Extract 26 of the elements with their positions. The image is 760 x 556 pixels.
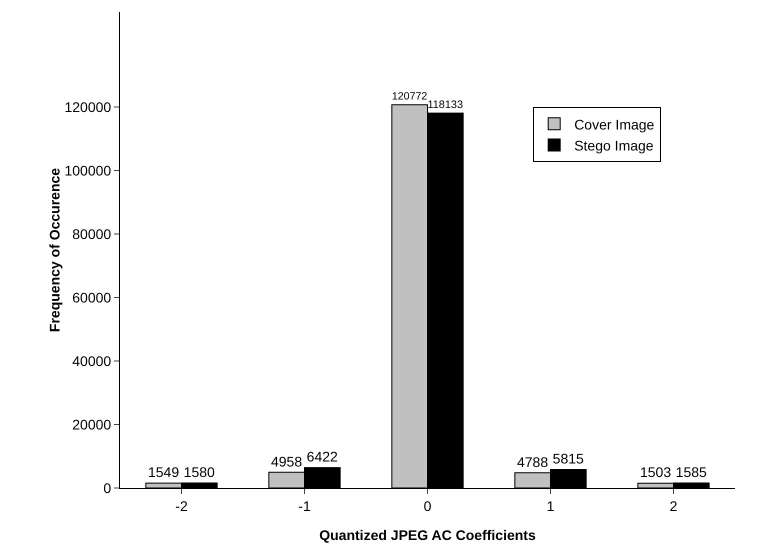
data-label: 5815	[552, 450, 584, 467]
data-label: 4788	[516, 454, 548, 470]
y-tick-label: 40000	[72, 352, 112, 369]
y-tick-label: 20000	[72, 416, 112, 432]
y-tick-label: 0	[103, 480, 112, 496]
legend-label: Stego Image	[574, 137, 654, 154]
data-label: 118133	[428, 98, 463, 111]
y-tick-label: 60000	[72, 290, 112, 306]
x-tick-label: 2	[670, 498, 678, 514]
data-label: 120772	[392, 90, 428, 102]
x-tick-label: 1	[546, 498, 555, 514]
x-tick-label: 0	[424, 498, 432, 514]
y-axis-title: Frequency of Occurence	[46, 168, 62, 332]
data-label: 6422	[306, 448, 338, 465]
x-tick-label: -1	[298, 498, 311, 514]
x-axis-title: Quantized JPEG AC Coefficients	[319, 527, 536, 543]
data-label: 1585	[676, 464, 708, 480]
y-tick-label: 80000	[72, 226, 112, 242]
data-label: 1580	[184, 464, 216, 480]
data-label: 1549	[148, 464, 180, 480]
y-tick-label: 100000	[64, 162, 112, 179]
y-tick-label: 120000	[64, 99, 112, 116]
legend-label: Cover Image	[574, 116, 655, 132]
data-label: 1503	[640, 464, 672, 480]
x-tick-label: -2	[175, 498, 188, 514]
data-label: 4958	[270, 453, 302, 470]
